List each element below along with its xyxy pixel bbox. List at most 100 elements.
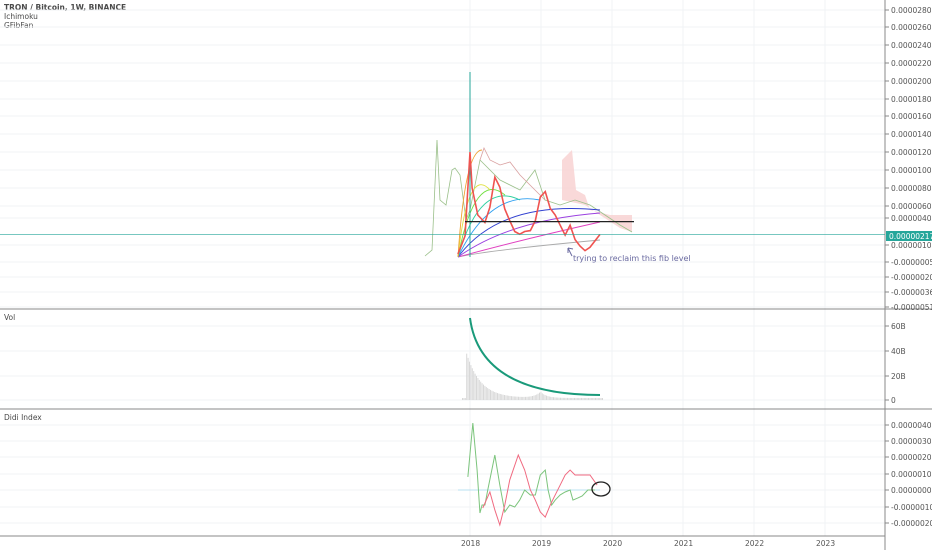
volume-bar: [483, 384, 484, 400]
price-axis-tick-label: 0.00001200: [891, 148, 932, 157]
volume-bar: [578, 397, 580, 400]
didi-axis-tick-label: 0.00000300: [891, 437, 932, 446]
didi-axis-tick-label: 0.00000000: [891, 486, 932, 495]
volume-bar: [581, 397, 582, 400]
volume-bar: [536, 394, 538, 400]
volume-bar: [543, 394, 545, 400]
volume-bars: [462, 353, 603, 400]
volume-bar: [551, 397, 553, 400]
volume-bar: [498, 393, 500, 400]
volume-bar: [522, 396, 524, 400]
indicator-ichimoku-label[interactable]: Ichimoku: [4, 12, 38, 21]
symbol-title: TRON / Bitcoin, 1W, BINANCE: [4, 3, 127, 12]
volume-bar: [474, 373, 476, 400]
volume-bar: [518, 396, 519, 400]
time-axis-tick-label: 2021: [674, 539, 693, 548]
didi-pane-title: Didi Index: [4, 413, 42, 422]
volume-bar: [497, 393, 498, 400]
volume-bar: [516, 396, 518, 400]
price-axis-tick-label: 0.00000600: [891, 202, 932, 211]
volume-bar: [575, 397, 577, 400]
volume-bar: [546, 395, 547, 400]
volume-bar: [481, 383, 483, 400]
time-axis-tick-label: 2019: [532, 539, 551, 548]
price-axis-tick-label: -0.00000050: [891, 258, 932, 267]
volume-bar: [490, 389, 491, 400]
volume-bar: [574, 397, 575, 400]
volume-bar: [555, 397, 557, 400]
volume-bar: [508, 395, 510, 400]
volume-bar: [471, 368, 473, 400]
didi-axis-tick-label: 0.00000100: [891, 470, 932, 479]
volume-bar: [572, 397, 574, 400]
price-axis-tick-label: 0.00001000: [891, 166, 932, 175]
volume-bar: [469, 361, 470, 400]
fib-arc: [457, 198, 541, 258]
volume-bar: [478, 379, 480, 400]
volume-bar: [511, 396, 512, 400]
volume-bar: [499, 393, 501, 400]
didi-red-series: [482, 453, 598, 527]
volume-bar: [571, 397, 573, 400]
price-axis-tick-label: 0.00000800: [891, 184, 932, 193]
price-axis-tick-label: 0.00001600: [891, 112, 932, 121]
volume-bar: [597, 397, 599, 400]
volume-bar: [530, 396, 532, 400]
volume-bar: [595, 397, 596, 400]
fib-arc: [457, 184, 491, 258]
volume-bar: [589, 397, 591, 400]
volume-bar: [567, 397, 568, 400]
time-axis-tick-label: 2018: [461, 539, 480, 548]
volume-bar: [494, 391, 496, 400]
volume-bar: [509, 395, 511, 400]
volume-bar: [596, 397, 598, 400]
highlight-circle-drawing[interactable]: [591, 481, 611, 497]
price-axis-tick-label: -0.00000200: [891, 273, 932, 282]
price-axis-tick-label: -0.00000510: [891, 303, 932, 312]
volume-trend-drawing[interactable]: [469, 317, 601, 396]
ichimoku-cloud: [562, 150, 632, 232]
didi-axis-tick-label: -0.00000200: [891, 519, 932, 528]
volume-bar: [561, 397, 563, 400]
volume-bar: [506, 395, 508, 400]
volume-axis-tick-label: 0: [891, 396, 896, 405]
volume-bar: [554, 397, 556, 400]
volume-bar: [583, 397, 585, 400]
price-axis-tick-label: 0.00001800: [891, 95, 932, 104]
volume-bar: [520, 396, 522, 400]
price-axis-tick-label: 0.00002200: [891, 59, 932, 68]
volume-bar: [476, 375, 477, 400]
volume-bar: [529, 396, 531, 400]
volume-bar: [495, 392, 497, 400]
volume-bar: [470, 365, 472, 400]
volume-bar: [477, 378, 479, 400]
annotation-text[interactable]: trying to reclaim this fib level: [573, 254, 691, 263]
volume-bar: [593, 397, 595, 400]
volume-bar: [560, 397, 561, 400]
didi-axis-tick-label: 0.00000400: [891, 421, 932, 430]
volume-bar: [550, 396, 552, 400]
volume-bar: [565, 397, 567, 400]
fib-arc: [457, 149, 483, 258]
volume-bar: [467, 357, 469, 400]
volume-bar: [491, 390, 493, 400]
volume-bar: [540, 392, 542, 400]
didi-axis-tick-label: -0.00000100: [891, 503, 932, 512]
volume-bar: [533, 395, 535, 400]
volume-bar: [519, 396, 521, 400]
volume-bar: [502, 394, 504, 400]
time-axis-tick-label: 2022: [745, 539, 764, 548]
volume-bar: [590, 397, 592, 400]
indicator-gfibfan-label[interactable]: GFibFan: [4, 21, 34, 30]
volume-bar: [492, 391, 494, 400]
volume-bar: [526, 396, 528, 400]
time-axis-tick-label: 2020: [603, 539, 622, 548]
volume-bar: [569, 397, 571, 400]
volume-bar: [599, 397, 601, 400]
price-axis-tick-label: 0.00002000: [891, 77, 932, 86]
volume-bar: [564, 397, 566, 400]
volume-bar: [512, 396, 514, 400]
volume-bar: [505, 395, 507, 400]
volume-bar: [537, 393, 539, 400]
